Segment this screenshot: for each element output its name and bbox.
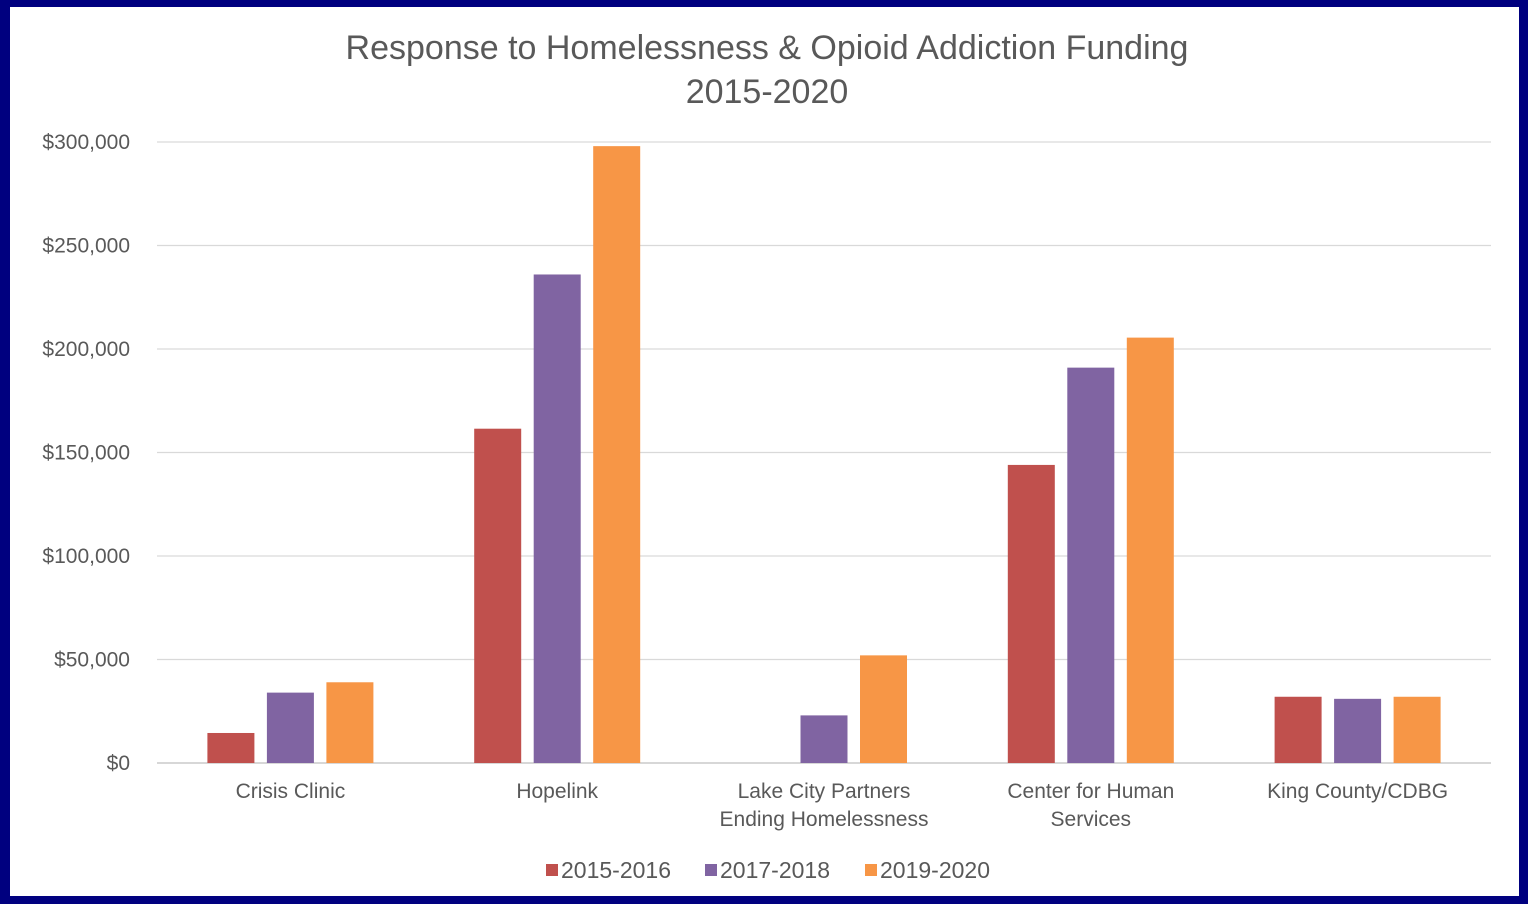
x-category-label: Services bbox=[1051, 808, 1132, 831]
bar-2019-2020-4 bbox=[1393, 696, 1441, 763]
y-tick-label: $300,000 bbox=[42, 131, 130, 154]
legend-label: 2019-2020 bbox=[880, 857, 990, 883]
x-axis: Crisis Clinic Hopelink Lake City Partners E… bbox=[236, 780, 1448, 831]
bar-chart: Response to Homelessness & Opioid Addict… bbox=[42, 29, 1491, 883]
legend-swatch bbox=[705, 864, 717, 876]
chart-title-line: 2015-2020 bbox=[686, 73, 849, 111]
bar-2017-2018-3 bbox=[1067, 367, 1115, 763]
x-category-label: Crisis Clinic bbox=[236, 780, 346, 803]
y-tick-label: $150,000 bbox=[42, 442, 130, 465]
y-tick-label: $200,000 bbox=[42, 338, 130, 361]
x-category-label: Lake City Partners bbox=[738, 780, 911, 803]
y-tick-label: $0 bbox=[107, 752, 130, 775]
bars bbox=[207, 146, 1441, 763]
bar-2019-2020-0 bbox=[326, 682, 374, 763]
y-axis: $0 $50,000 $100,000 $150,000 $200,000 $250,00… bbox=[42, 131, 130, 775]
bar-2015-2016-3 bbox=[1007, 464, 1055, 763]
bar-2019-2020-3 bbox=[1126, 337, 1174, 763]
bar-2015-2016-1 bbox=[474, 428, 522, 763]
legend: 2015-2016 2017-2018 2019-2020 bbox=[546, 857, 990, 883]
legend-label: 2015-2016 bbox=[561, 857, 671, 883]
x-category-label: King County/CDBG bbox=[1267, 780, 1448, 803]
bar-2017-2018-1 bbox=[533, 274, 581, 763]
legend-swatch bbox=[546, 864, 558, 876]
bar-2019-2020-1 bbox=[593, 146, 641, 763]
bar-2015-2016-4 bbox=[1274, 696, 1322, 763]
legend-swatch bbox=[865, 864, 877, 876]
y-tick-label: $250,000 bbox=[42, 235, 130, 258]
x-category-label: Center for Human bbox=[1007, 780, 1174, 803]
x-category-label: Ending Homelessness bbox=[720, 808, 929, 831]
y-tick-label: $50,000 bbox=[54, 649, 130, 672]
chart-title: Response to Homelessness & Opioid Addict… bbox=[346, 29, 1189, 111]
bar-2017-2018-0 bbox=[266, 692, 314, 763]
bar-2017-2018-2 bbox=[800, 715, 848, 763]
bar-2017-2018-4 bbox=[1334, 698, 1382, 763]
gridlines bbox=[157, 141, 1491, 764]
x-category-label: Hopelink bbox=[516, 780, 598, 803]
bar-2015-2016-0 bbox=[207, 732, 255, 763]
chart-frame: Response to Homelessness & Opioid Addict… bbox=[10, 7, 1519, 896]
bar-2019-2020-2 bbox=[860, 655, 907, 763]
legend-label: 2017-2018 bbox=[720, 857, 830, 883]
y-tick-label: $100,000 bbox=[42, 545, 130, 568]
chart-title-line: Response to Homelessness & Opioid Addict… bbox=[346, 29, 1189, 67]
